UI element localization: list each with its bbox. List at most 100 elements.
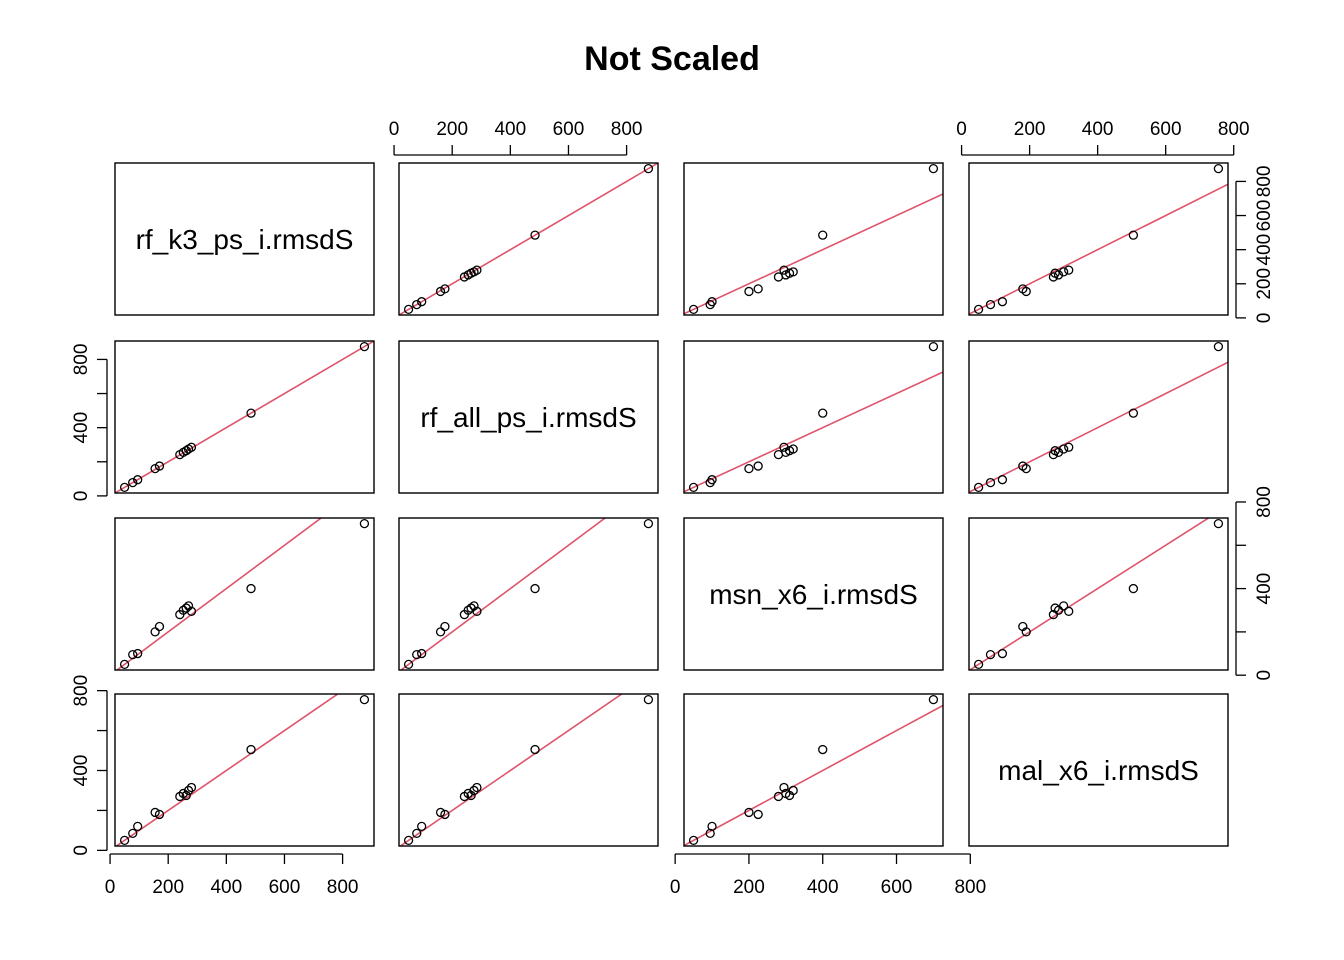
tick-label: 400 bbox=[71, 412, 92, 444]
tick-label: 0 bbox=[71, 491, 92, 502]
reference-line bbox=[969, 183, 1228, 315]
data-point bbox=[788, 444, 798, 454]
chart-title: Not Scaled bbox=[584, 40, 760, 78]
tick-label: 0 bbox=[389, 119, 400, 140]
panel-frame bbox=[398, 693, 659, 847]
data-point bbox=[412, 828, 422, 839]
data-point bbox=[985, 649, 996, 660]
reference-line bbox=[399, 163, 658, 315]
data-point bbox=[154, 461, 165, 471]
data-point bbox=[1128, 583, 1139, 594]
tick-label: 400 bbox=[1254, 234, 1275, 266]
panel-frame bbox=[683, 162, 944, 316]
tick-label: 400 bbox=[807, 877, 839, 898]
data-point bbox=[1018, 461, 1028, 471]
data-point bbox=[440, 284, 450, 294]
tick-label: 0 bbox=[1254, 313, 1275, 324]
reference-line bbox=[684, 704, 943, 846]
data-point bbox=[1213, 163, 1224, 174]
panel-frame bbox=[683, 693, 944, 847]
data-point bbox=[119, 835, 130, 846]
tick-label: 0 bbox=[670, 877, 681, 898]
data-point bbox=[133, 475, 143, 485]
data-point bbox=[150, 807, 160, 818]
data-point bbox=[1018, 284, 1028, 294]
data-point bbox=[643, 694, 654, 705]
panel-r1-c2 bbox=[398, 162, 659, 316]
x-axis-bottom-col3: 0 200 400 600 800 bbox=[670, 853, 986, 898]
data-point bbox=[1064, 442, 1074, 452]
data-point bbox=[472, 606, 482, 616]
data-point bbox=[1213, 341, 1224, 352]
tick-label: 400 bbox=[1082, 119, 1114, 140]
panel-grid: rf_k3_ps_i.rmsdS rf_all_ps_i.rmsdS msn_x6_… bbox=[71, 119, 1275, 898]
data-point bbox=[643, 518, 654, 529]
data-point bbox=[928, 694, 939, 705]
data-point bbox=[119, 482, 130, 493]
panel-frame bbox=[968, 162, 1229, 316]
data-point bbox=[744, 286, 754, 297]
data-point bbox=[530, 230, 540, 240]
data-point bbox=[469, 785, 479, 796]
data-point bbox=[1018, 621, 1028, 632]
tick-label: 200 bbox=[1014, 119, 1046, 140]
variable-label: rf_k3_ps_i.rmsdS bbox=[136, 224, 354, 255]
tick-label: 800 bbox=[71, 344, 92, 376]
data-point bbox=[440, 621, 450, 632]
data-point bbox=[973, 482, 984, 493]
data-point bbox=[412, 299, 422, 310]
data-point bbox=[753, 461, 763, 471]
data-point bbox=[985, 299, 996, 310]
data-point bbox=[417, 297, 427, 307]
panel-r2-c2: rf_all_ps_i.rmsdS bbox=[398, 340, 659, 494]
data-point bbox=[1058, 601, 1069, 611]
data-point bbox=[973, 304, 984, 315]
panel-r2-c1 bbox=[114, 340, 375, 494]
data-point bbox=[181, 790, 191, 801]
data-point bbox=[417, 821, 427, 832]
data-point bbox=[744, 463, 754, 474]
reference-line bbox=[969, 518, 1211, 670]
tick-label: 600 bbox=[881, 877, 913, 898]
reference-line bbox=[115, 694, 340, 846]
panel-frame bbox=[398, 340, 659, 494]
data-point bbox=[788, 785, 798, 796]
x-axis-bottom-col1: 0 200 400 600 800 bbox=[105, 853, 359, 898]
data-point bbox=[359, 694, 370, 705]
panel-r1-c4 bbox=[968, 162, 1229, 316]
data-point bbox=[1064, 606, 1074, 616]
data-point bbox=[1058, 444, 1069, 454]
reference-line bbox=[969, 361, 1228, 493]
data-point bbox=[128, 828, 138, 839]
data-point bbox=[818, 744, 828, 755]
panel-r4-c1 bbox=[114, 693, 375, 847]
data-point bbox=[779, 442, 789, 452]
data-point bbox=[246, 744, 256, 755]
tick-label: 0 bbox=[956, 119, 967, 140]
variable-label: mal_x6_i.rmsdS bbox=[998, 755, 1199, 786]
panel-r4-c4: mal_x6_i.rmsdS bbox=[968, 693, 1229, 847]
panel-r4-c2 bbox=[398, 693, 659, 847]
tick-label: 800 bbox=[954, 877, 986, 898]
tick-label: 600 bbox=[1150, 119, 1182, 140]
data-point bbox=[186, 782, 197, 793]
y-axis-left-row4: 0 400 800 bbox=[71, 675, 108, 856]
panel-frame bbox=[968, 517, 1229, 671]
data-point bbox=[133, 648, 143, 659]
data-point bbox=[440, 809, 450, 820]
data-point bbox=[997, 475, 1008, 485]
data-point bbox=[818, 230, 828, 240]
panel-r2-c4 bbox=[968, 340, 1229, 494]
tick-label: 0 bbox=[105, 877, 116, 898]
data-point bbox=[435, 627, 446, 637]
tick-label: 800 bbox=[327, 877, 359, 898]
panel-frame bbox=[683, 517, 944, 671]
x-axis-top-col2: 0 200 400 600 800 bbox=[389, 119, 642, 156]
data-point bbox=[1128, 230, 1139, 240]
data-point bbox=[128, 649, 138, 660]
panel-frame bbox=[114, 693, 375, 847]
data-point bbox=[403, 304, 414, 315]
panel-frame bbox=[114, 162, 375, 316]
data-point bbox=[246, 408, 256, 418]
